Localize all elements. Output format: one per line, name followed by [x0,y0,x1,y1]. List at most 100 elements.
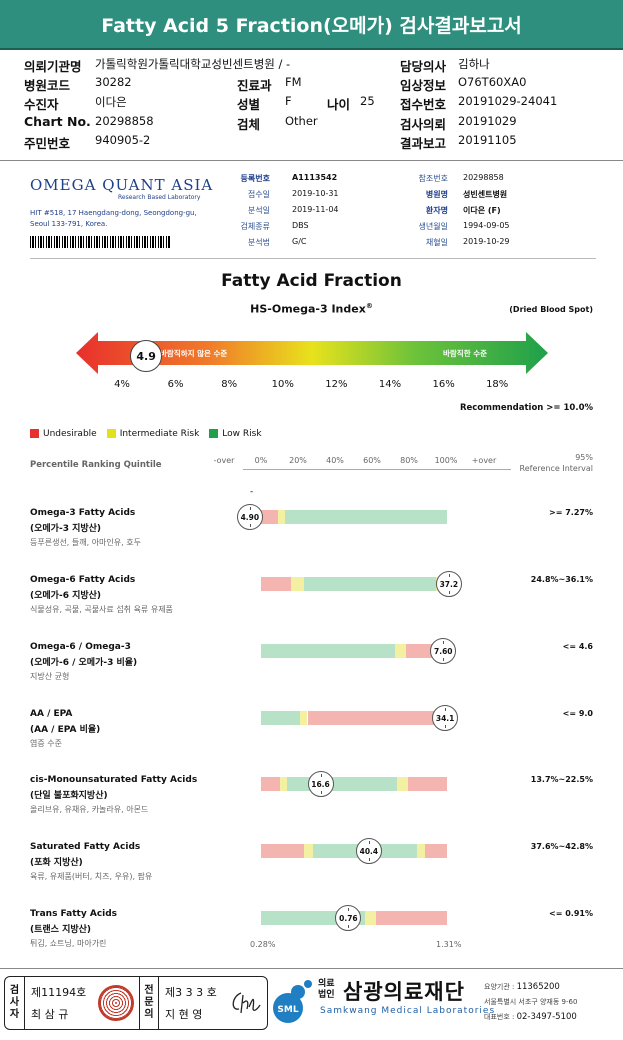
row-desc: 염증 수준 [30,739,62,748]
percentile-scale-label: +over [471,456,497,465]
bar-segment-red [261,577,291,591]
result-label: 결과보고 [400,136,447,151]
hosp-code-label: 병원코드 [24,78,71,93]
lab-logo-sub: Research Based Laboratory [118,194,201,201]
fatty-acid-row: Trans Fatty Acids (트랜스 지방산) 튀김, 쇼트닝, 마아가린 <… [0,905,623,969]
row-desc: 등푸른생선, 들깨, 아마인유, 호두 [30,538,141,547]
dob-label: 생년월일 [418,222,448,231]
row-marker: 0.76 [335,905,362,931]
omega-index-marker: 4.9 [130,340,163,372]
hosp-value: 성빈센트병원 [463,190,508,199]
patient-value: 이다은 (F) [463,206,501,215]
info-divider [0,160,623,161]
legend-intermediate: Intermediate Risk [106,429,199,439]
dbs-note: (Dried Blood Spot) [509,305,593,314]
dept-label: 진료과 [237,78,272,93]
dash-mark: - [250,487,254,497]
row-bar: 37.2 [261,571,462,597]
fatty-acid-row: Saturated Fatty Acids (포화 지방산) 육류, 유제품(버터,… [0,838,623,902]
sex-label: 성별 [237,97,261,112]
row-marker: 7.60 [430,638,457,664]
scale-line [243,469,511,470]
method-value: G/C [292,237,307,246]
method-label: 분석법 [247,238,270,247]
specimen-label: 검체 [237,117,261,132]
contact-info: 요양기관 : 11365200 서울특별시 서초구 양재동 9-60 대표번호 … [484,982,578,1022]
collect-value: 2019-10-29 [463,237,510,246]
bar-segment-yellow [303,844,314,858]
fatty-acid-row: Omega-3 Fatty Acids (오메가-3 지방산) 등푸른생선, 들깨,… [0,504,623,568]
row-reference: >= 7.27% [549,508,593,517]
ref-no-label: 참조번호 [418,174,448,183]
name-label: 수진자 [24,97,59,112]
chart-value: 20298858 [95,114,154,128]
org-name: 삼광의료재단 [343,980,465,1004]
reg-value: A1113542 [292,173,338,182]
seal-icon [98,985,134,1021]
tester-name: 최 삼 규 [31,1008,69,1021]
percentile-heading: Percentile Ranking Quintile [30,460,162,470]
bar-segment-red [307,711,447,725]
sml-logo-text: SML [277,1005,298,1015]
percentile-scale-label: 80% [400,456,418,465]
bar-segment-yellow [396,777,408,791]
row-bar: 4.90 [236,504,447,530]
ssn-value: 940905-2 [95,133,151,147]
omega-index-heading: HS-Omega-3 Index® [0,302,623,316]
request-label: 검사의뢰 [400,117,447,132]
legend-low: Low Risk [209,429,262,439]
gauge-tick: 14% [378,379,402,390]
sex-value: F [285,94,292,108]
org-prefix: 의료 법인 [318,979,335,1000]
doctor-label: 담당의사 [400,59,447,74]
specialist-no: 제3 3 3 호 [165,986,217,999]
bar-segment-green [303,577,436,591]
age-value: 25 [360,94,375,108]
legend-undesirable: Undesirable [30,429,97,439]
collect-label: 채혈일 [425,238,448,247]
row-bar: 0.76 [261,905,447,931]
gauge-tick: 18% [486,379,509,390]
trans-range-max: 1.31% [436,940,462,949]
bar-segment-green [261,711,301,725]
row-reference: <= 4.6 [562,642,593,651]
fatty-acid-row: cis-Monounsaturated Fatty Acids (단일 불포화지방… [0,771,623,835]
ssn-label: 주민번호 [24,136,71,151]
anal-label: 분석일 [247,206,270,215]
omega-index-gauge [76,332,548,374]
row-name-en: Trans Fatty Acids [30,909,118,919]
gauge-tick: 6% [167,379,184,390]
bar-segment-yellow [300,711,308,725]
recv-label: 접수일 [247,190,270,199]
recv-value: 2019-10-31 [292,189,339,198]
bar-segment-yellow [290,577,304,591]
patient-label: 환자명 [425,206,448,215]
row-name-ko: (오메가-3 지방산) [30,524,102,534]
percentile-scale-label: 20% [289,456,307,465]
trans-range-min: 0.28% [250,940,276,949]
name-value: 이다은 [95,95,127,109]
row-name-en: Omega-3 Fatty Acids [30,508,136,518]
patient-info: 의뢰기관명 가톨릭학원가톨릭대학교성빈센트병원 / - 담당의사 김하나 병원코… [0,52,623,160]
bar-segment-red [424,844,447,858]
org-en: Samkwang Medical Laboratories [320,1006,496,1016]
bar-segment-yellow [394,644,407,658]
bar-segment-yellow [365,911,377,925]
fatty-acid-row: Omega-6 Fatty Acids (오메가-6 지방산) 식물성유, 곡물, … [0,571,623,635]
percentile-scale-label: 40% [326,456,344,465]
row-bar: 34.1 [261,705,459,731]
bar-segment-red [261,510,278,524]
doctor-value: 김하나 [458,57,490,71]
percentile-scale-label: 100% [434,456,458,465]
row-bar: 7.60 [261,638,457,664]
bar-segment-red [376,911,447,925]
lab-address: HIT #518, 17 Haengdang-dong, Seongdong-g… [30,208,197,230]
gauge-tick: 16% [432,379,455,390]
row-reference: 37.6%~42.8% [530,842,593,851]
row-name-ko: (오메가-6 / 오메가-3 비율) [30,658,138,668]
row-desc: 육류, 유제품(버터, 치즈, 우유), 팜유 [30,872,153,881]
row-reference: <= 0.91% [549,909,593,918]
bar-segment-red [261,777,280,791]
